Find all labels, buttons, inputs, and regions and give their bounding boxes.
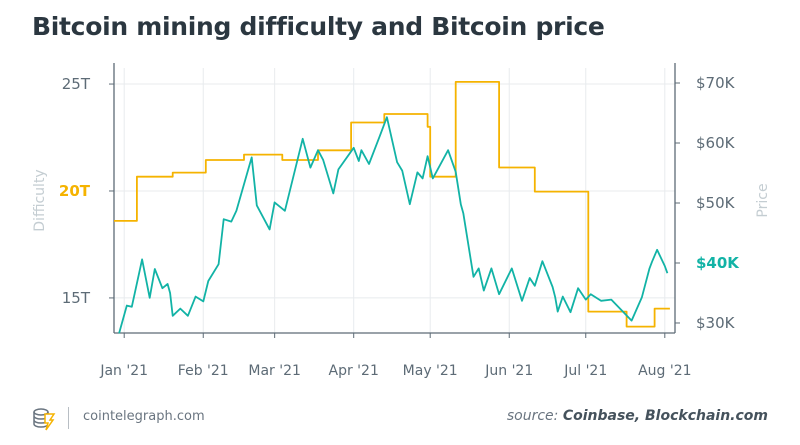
x-tick-label: Jan '21 — [99, 363, 148, 379]
footer-source: source: Coinbase, Blockchain.com — [507, 408, 768, 424]
footer-divider — [68, 407, 69, 429]
x-tick-label: May '21 — [403, 363, 458, 379]
y-right-tick-label: $70K — [696, 74, 736, 92]
y-right-tick-label: $40K — [696, 254, 740, 272]
cointelegraph-logo-icon — [33, 408, 56, 431]
y-left-tick-label: 20T — [59, 182, 91, 200]
chart-title: Bitcoin mining difficulty and Bitcoin pr… — [32, 12, 605, 41]
series-line-difficulty — [114, 81, 670, 328]
x-tick-label: Jul '21 — [563, 363, 607, 379]
y-right-tick-label: $30K — [696, 314, 736, 332]
y-right-tick-label: $60K — [696, 134, 736, 152]
y-right-tick-label: $50K — [696, 194, 736, 212]
y-right-axis-title: Price — [755, 183, 771, 217]
y-left-axis-title: Difficulty — [32, 169, 48, 231]
source-prefix: source: — [506, 408, 559, 424]
x-tick-label: Feb '21 — [178, 363, 229, 379]
footer-site: cointelegraph.com — [83, 409, 205, 424]
x-tick-label: Jun '21 — [484, 363, 533, 379]
x-tick-label: Aug '21 — [638, 363, 691, 379]
x-tick-label: Apr '21 — [329, 363, 379, 379]
series-line-price — [118, 116, 669, 334]
y-left-tick-label: 15T — [62, 289, 91, 307]
y-left-tick-label: 25T — [62, 75, 91, 93]
x-tick-label: Mar '21 — [248, 363, 301, 379]
source-names: Coinbase, Blockchain.com — [562, 408, 768, 424]
